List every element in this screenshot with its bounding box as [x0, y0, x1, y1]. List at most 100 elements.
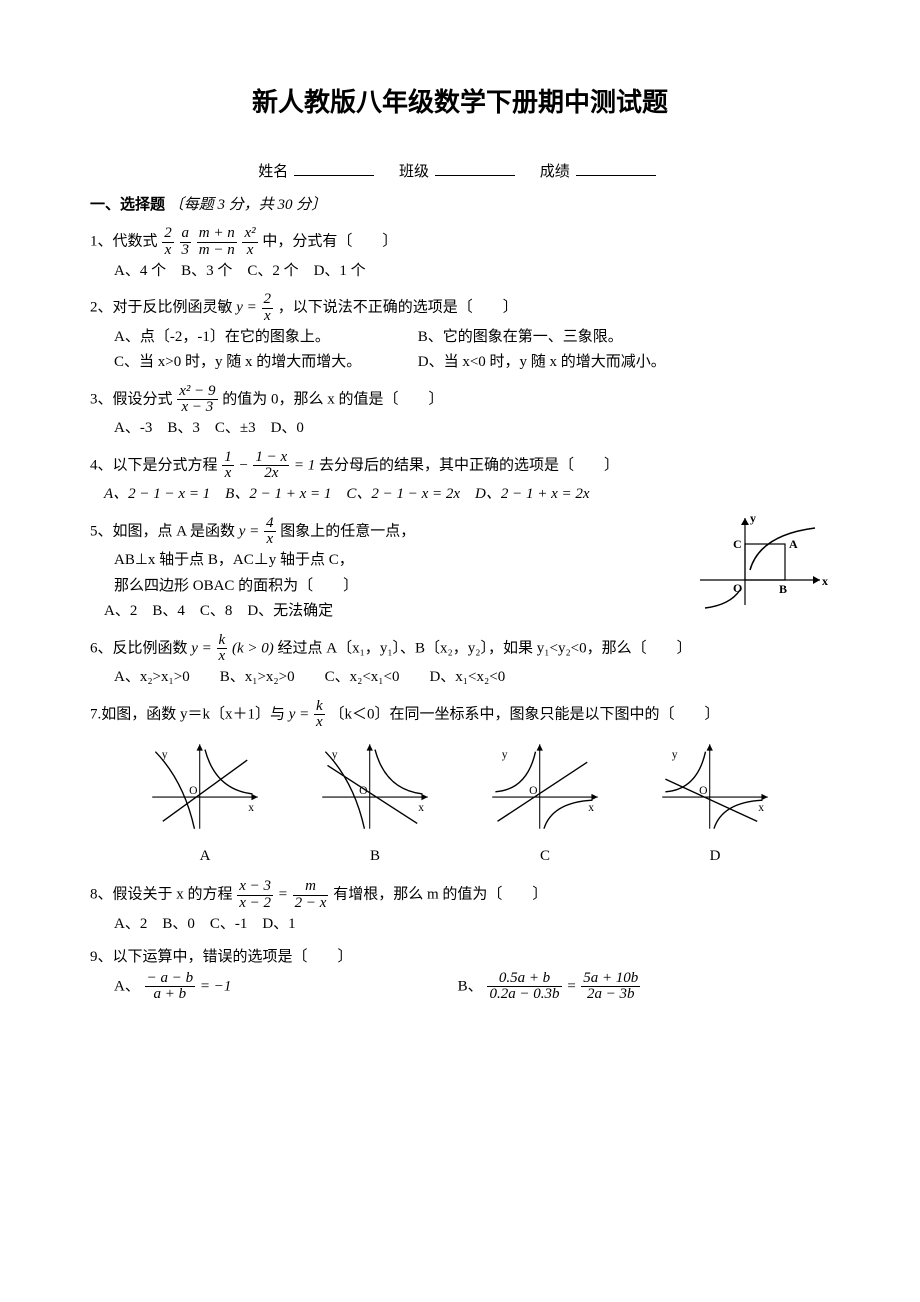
q7-graph-B: yxO B [315, 739, 435, 869]
q8-f1-num: x − 3 [237, 879, 273, 896]
q9-A-label: A、 [114, 978, 140, 994]
q7-graphs: y x O A yxO B y x O [120, 739, 800, 869]
q7-graph-C: y x O C [485, 739, 605, 869]
q2-stem-a: 2、对于反比例函灵敏 [90, 300, 233, 316]
q1-f4-num: x² [242, 226, 257, 243]
q9-B-f2-num: 5a + 10b [581, 971, 640, 988]
q6-f-den: x [217, 649, 228, 665]
question-5: 5、如图，点 A 是函数 y = 4x 图象上的任意一点， AB⊥x 轴于点 B… [90, 516, 830, 625]
q9-optA: A、 − a − ba + b = −1 [114, 971, 458, 1004]
q8-f2-den: 2 − x [293, 896, 329, 912]
q4-minus: − [239, 457, 253, 473]
q3-stem-b: 的值为 0，那么 x 的值是〔 〕 [222, 391, 443, 407]
q7-graph-A: yxO A [145, 739, 265, 869]
q4-f1-den: x [222, 466, 234, 482]
q8-options: A、2 B、0 C、-1 D、1 [90, 912, 830, 938]
svg-text:y: y [672, 748, 678, 761]
q1-f2-num: a [180, 226, 192, 243]
q9-stem: 9、以下运算中，错误的选项是〔 〕 [90, 945, 830, 971]
q6-f-num: k [217, 633, 228, 650]
q8-f1-den: x − 2 [237, 896, 273, 912]
q7-graph-D: yxO D [655, 739, 775, 869]
page-title: 新人教版八年级数学下册期中测试题 [90, 80, 830, 124]
q5-options: A、2 B、4 C、8 D、无法确定 [90, 599, 680, 625]
q3-stem-a: 3、假设分式 [90, 391, 173, 407]
svg-text:x: x [418, 801, 424, 814]
class-label: 班级 [399, 164, 429, 180]
q1-frac-2: a3 [180, 226, 192, 259]
svg-text:y: y [502, 748, 508, 761]
svg-text:O: O [529, 784, 537, 797]
q2-f-den: x [262, 309, 274, 325]
q6-y-eq: y = [191, 640, 212, 656]
q4-eq1: = 1 [294, 457, 315, 473]
section-1-title: 一、选择题 [90, 196, 165, 213]
svg-text:O: O [189, 784, 197, 797]
q7-frac: kx [314, 699, 325, 732]
q7-f-num: k [314, 699, 325, 716]
q5-f-num: 4 [264, 516, 276, 533]
q4-frac-1: 1x [222, 450, 234, 483]
q6-stem-b: 经过点 A〔x₁，y₁〕、B〔x₂，y₂〕，如果 y₁<y₂<0，那么〔 〕 [278, 640, 692, 656]
q6-frac: kx [217, 633, 228, 666]
q7-stem-a: 7.如图，函数 y＝k〔x＋1〕与 [90, 706, 285, 722]
q9-B-eq: = [566, 978, 580, 994]
q4-f2-den: 2x [253, 466, 289, 482]
q5-y-eq: y = [239, 523, 260, 539]
svg-text:x: x [758, 801, 764, 814]
q5-stem-a: 5、如图，点 A 是函数 [90, 523, 235, 539]
name-blank [294, 175, 374, 176]
q9-A-f-den: a + b [145, 987, 196, 1003]
q1-f1-num: 2 [162, 226, 174, 243]
q9-A-tail: = −1 [200, 978, 232, 994]
q2-opt-row1: A、点〔-2，-1〕在它的图象上。 B、它的图象在第一、三象限。 [90, 325, 830, 351]
q9-B-f2-den: 2a − 3b [581, 987, 640, 1003]
q7-label-C: C [485, 844, 605, 870]
question-2: 2、对于反比例函灵敏 y = 2x ，以下说法不正确的选项是〔 〕 A、点〔-2… [90, 292, 830, 376]
q1-frac-1: 2x [162, 226, 174, 259]
q8-eq: = [278, 887, 292, 903]
svg-text:B: B [779, 582, 787, 596]
q9-optB: B、 0.5a + b0.2a − 0.3b = 5a + 10b2a − 3b [458, 971, 802, 1004]
q1-f4-den: x [242, 243, 257, 259]
section-1-header: 一、选择题 〔每题 3 分，共 30 分〕 [90, 192, 830, 219]
question-8: 8、假设关于 x 的方程 x − 3x − 2 = m2 − x 有增根，那么 … [90, 879, 830, 937]
q7-label-A: A [145, 844, 265, 870]
question-4: 4、以下是分式方程 1x − 1 − x2x = 1 去分母后的结果，其中正确的… [90, 450, 830, 508]
q3-f-den: x − 3 [177, 400, 217, 416]
svg-text:x: x [248, 801, 254, 814]
question-7: 7.如图，函数 y＝k〔x＋1〕与 y = kx 〔k＜0〕在同一坐标系中，图象… [90, 699, 830, 870]
q1-f1-den: x [162, 243, 174, 259]
score-label: 成绩 [540, 164, 570, 180]
name-label: 姓名 [258, 164, 288, 180]
q8-frac-1: x − 3x − 2 [237, 879, 273, 912]
q2-frac: 2x [262, 292, 274, 325]
q6-cond: (k > 0) [232, 640, 274, 656]
q7-label-D: D [655, 844, 775, 870]
q6-options: A、x₂>x₁>0 B、x₁>x₂>0 C、x₂<x₁<0 D、x₁<x₂<0 [90, 665, 830, 691]
section-1-note: 〔每题 3 分，共 30 分〕 [169, 197, 327, 213]
q2-opt-row2: C、当 x>0 时，y 随 x 的增大而增大。 D、当 x<0 时，y 随 x … [90, 350, 830, 376]
q2-optC: C、当 x>0 时，y 随 x 的增大而增大。 [114, 350, 414, 376]
q1-f2-den: 3 [180, 243, 192, 259]
q5-frac: 4x [264, 516, 276, 549]
q2-optB: B、它的图象在第一、三象限。 [418, 329, 623, 345]
q2-optA: A、点〔-2，-1〕在它的图象上。 [114, 325, 414, 351]
q2-stem-b: ，以下说法不正确的选项是〔 〕 [278, 300, 518, 316]
q9-A-frac: − a − ba + b [145, 971, 196, 1004]
q1-f3-den: m − n [197, 243, 237, 259]
svg-text:x: x [588, 801, 594, 814]
q1-options: A、4 个 B、3 个 C、2 个 D、1 个 [90, 259, 830, 285]
q4-frac-2: 1 − x2x [253, 450, 289, 483]
q7-y-eq: y = [289, 706, 310, 722]
q7-label-B: B [315, 844, 435, 870]
q2-f-num: 2 [262, 292, 274, 309]
q9-A-f-num: − a − b [145, 971, 196, 988]
question-3: 3、假设分式 x² − 9x − 3 的值为 0，那么 x 的值是〔 〕 A、-… [90, 384, 830, 442]
question-9: 9、以下运算中，错误的选项是〔 〕 A、 − a − ba + b = −1 B… [90, 945, 830, 1003]
class-blank [435, 175, 515, 176]
student-info: 姓名 班级 成绩 [90, 160, 830, 186]
q4-f1-num: 1 [222, 450, 234, 467]
q3-frac: x² − 9x − 3 [177, 384, 217, 417]
q4-stem-b: 去分母后的结果，其中正确的选项是〔 〕 [319, 457, 619, 473]
